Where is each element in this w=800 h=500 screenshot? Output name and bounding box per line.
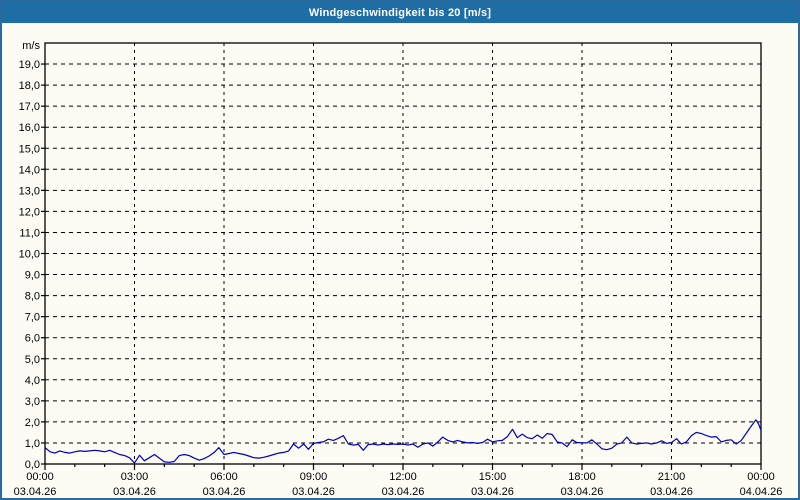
x-axis-time-label: 15:00 (479, 471, 507, 483)
x-axis-time-label: 03:00 (121, 471, 149, 483)
x-axis-time-label: 12:00 (389, 471, 417, 483)
chart-title: Windgeschwindigkeit bis 20 [m/s] (308, 6, 492, 19)
y-axis-label: 19,0 (19, 59, 40, 71)
x-axis-time-label: 21:00 (658, 471, 686, 483)
y-axis-label: 2,0 (25, 417, 40, 429)
y-axis-label: 13,0 (19, 185, 40, 197)
y-axis-label: 16,0 (19, 122, 40, 134)
y-axis-label: 17,0 (19, 101, 40, 113)
y-axis-label: 14,0 (19, 164, 40, 176)
x-axis-time-label: 18:00 (568, 471, 596, 483)
y-axis-label: 11,0 (19, 227, 40, 239)
y-axis-label: 0,0 (25, 459, 40, 471)
y-axis-label: 1,0 (25, 438, 40, 450)
y-axis-label: 12,0 (19, 206, 40, 218)
y-axis-label: 9,0 (25, 270, 40, 282)
y-axis-label: 10,0 (19, 249, 40, 261)
x-axis-date-label: 03.04.26 (650, 486, 693, 498)
x-axis-time-label: 06:00 (210, 471, 238, 483)
y-axis-label: 7,0 (25, 312, 40, 324)
y-axis-label: 5,0 (25, 354, 40, 366)
y-axis-label: 4,0 (25, 375, 40, 387)
y-axis-label: 3,0 (25, 396, 40, 408)
title-bar: Windgeschwindigkeit bis 20 [m/s] (2, 2, 798, 23)
x-axis-time-label: 00:00 (26, 471, 54, 483)
x-axis-date-label: 03.04.26 (292, 486, 335, 498)
y-axis-label: 15,0 (19, 143, 40, 155)
y-axis-label: 6,0 (25, 333, 40, 345)
x-axis-date-label: 03.04.26 (471, 486, 514, 498)
x-axis-date-label: 03.04.26 (113, 486, 156, 498)
x-axis-date-label: 03.04.26 (203, 486, 246, 498)
wind-speed-series-line (44, 419, 762, 464)
x-axis-date-label: 04.04.26 (740, 486, 783, 498)
x-axis-date-label: 03.04.26 (561, 486, 604, 498)
x-axis-time-label: 09:00 (300, 471, 328, 483)
x-axis-time-label: 00:00 (747, 471, 775, 483)
y-axis-unit-label: m/s (22, 40, 40, 52)
x-axis-date-label: 03.04.26 (382, 486, 425, 498)
y-axis-label: 8,0 (25, 291, 40, 303)
x-axis-date-label: 03.04.26 (14, 486, 57, 498)
y-axis-label: 18,0 (19, 80, 40, 92)
